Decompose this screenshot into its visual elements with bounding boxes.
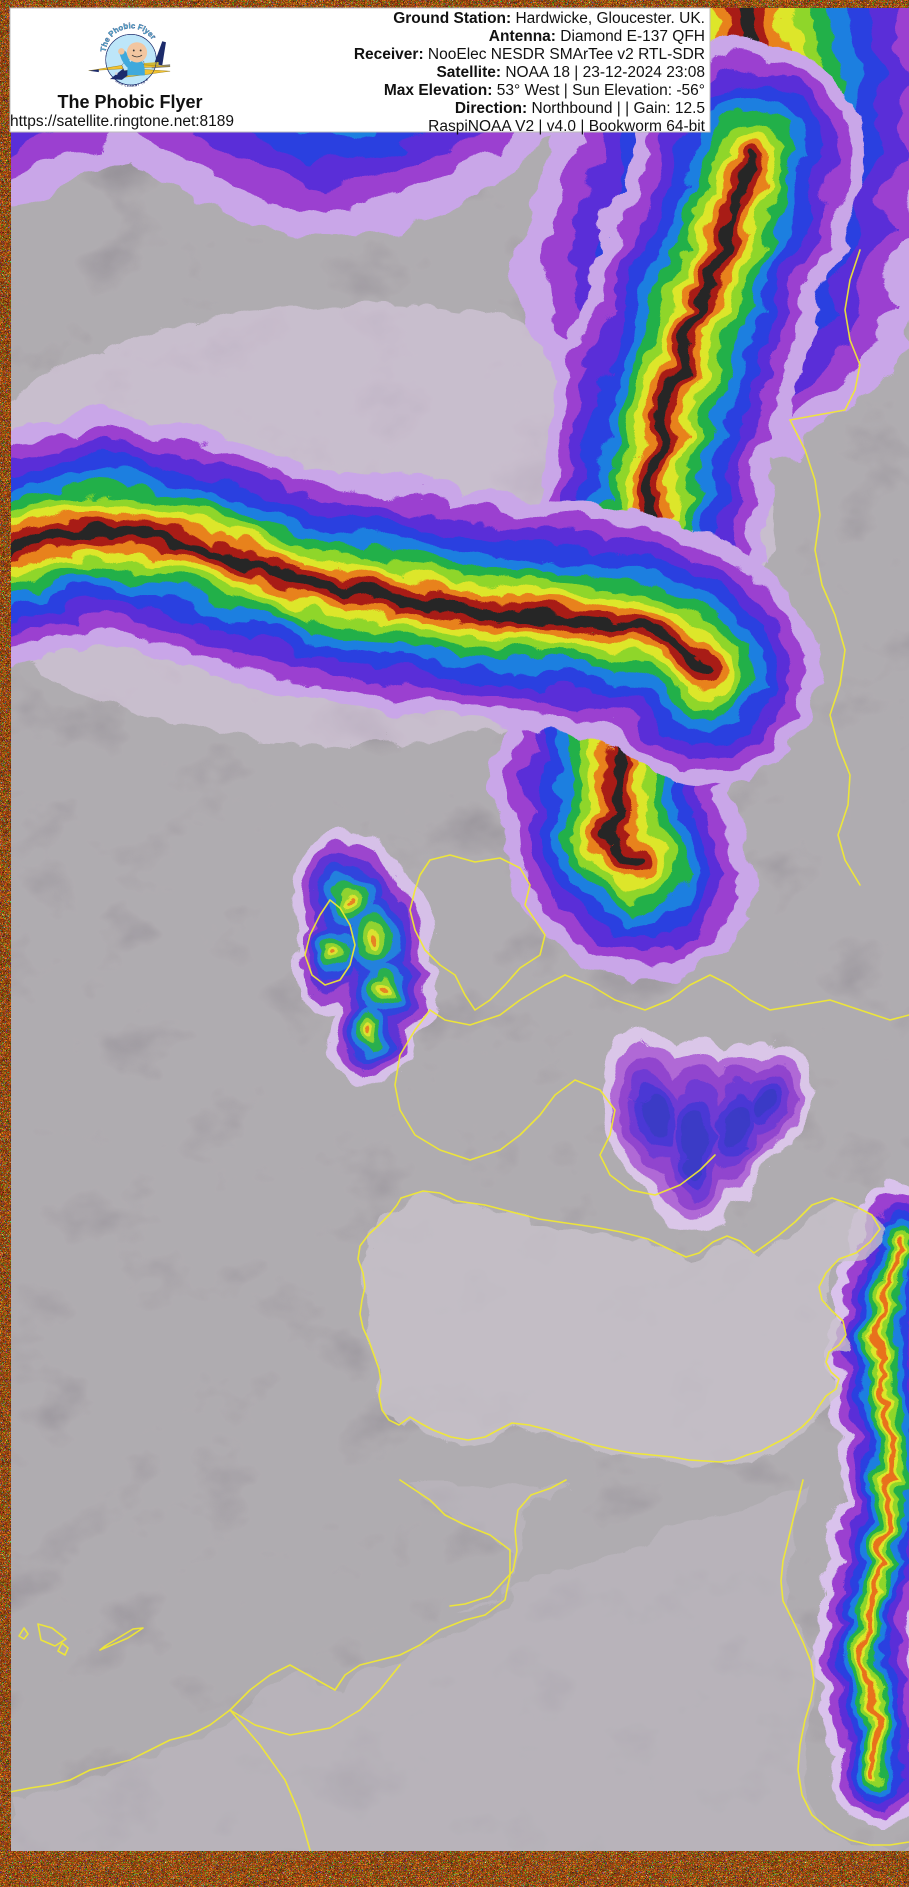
- svg-text:RaspiNOAA V2 | v4.0 | Bookworm: RaspiNOAA V2 | v4.0 | Bookworm 64-bit: [428, 118, 706, 135]
- svg-text:Antenna: Diamond E-137 QFH: Antenna: Diamond E-137 QFH: [489, 28, 705, 45]
- svg-text:Ground Station: Hardwicke, Glo: Ground Station: Hardwicke, Gloucester. U…: [393, 10, 705, 27]
- svg-text:Direction: Northbound | | Gain: Direction: Northbound | | Gain: 12.5: [455, 100, 705, 117]
- svg-text:Receiver: NooElec NESDR SMArTe: Receiver: NooElec NESDR SMArTee v2 RTL-S…: [354, 46, 705, 63]
- svg-text:The Phobic Flyer: The Phobic Flyer: [57, 92, 202, 112]
- svg-text:https://satellite.ringtone.net: https://satellite.ringtone.net:8189: [10, 113, 234, 130]
- svg-text:Satellite: NOAA 18 | 23-12-202: Satellite: NOAA 18 | 23-12-2024 23:08: [436, 64, 705, 81]
- svg-text:Max Elevation: 53° West | Sun: Max Elevation: 53° West | Sun Elevation:…: [384, 82, 705, 99]
